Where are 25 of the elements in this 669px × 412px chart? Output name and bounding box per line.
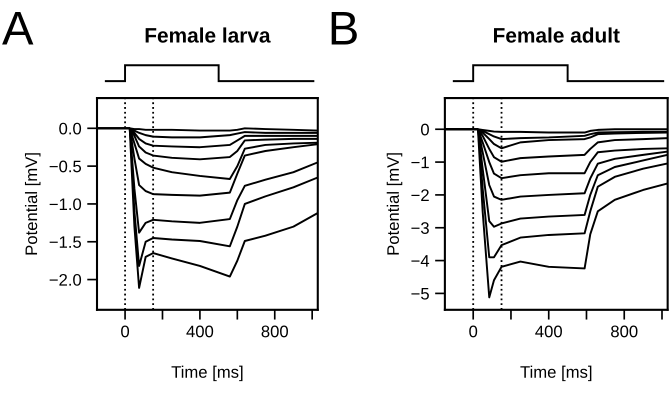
x-axis-title: Time [ms] bbox=[520, 366, 592, 382]
x-tick-label: 0 bbox=[469, 326, 478, 338]
y-tick-label: −2 bbox=[411, 189, 429, 201]
x-tick-label: 400 bbox=[186, 326, 214, 338]
x-tick-label: 800 bbox=[611, 326, 638, 338]
y-tick-label: −1.5 bbox=[50, 236, 82, 248]
y-tick-label: −3 bbox=[411, 222, 429, 234]
x-tick-label: 800 bbox=[262, 326, 288, 338]
y-tick-label: 0 bbox=[420, 124, 429, 136]
y-tick-label: 0.0 bbox=[59, 122, 82, 135]
y-tick-label: −2.0 bbox=[50, 274, 82, 286]
y-tick-label: −1 bbox=[411, 156, 429, 168]
text: A bbox=[2, 12, 34, 45]
y-axis-title: Potential [mV] bbox=[386, 153, 402, 254]
y-tick-label: −4 bbox=[411, 255, 430, 267]
text: B bbox=[332, 12, 357, 45]
chart-title: Female larva bbox=[146, 27, 271, 43]
y-tick-label: −1.0 bbox=[50, 198, 82, 210]
x-tick-label: 0 bbox=[121, 326, 130, 338]
x-axis-title: Time [ms] bbox=[172, 366, 242, 382]
y-tick-label: −0.5 bbox=[50, 160, 82, 172]
y-axis-title: Potential [mV] bbox=[24, 153, 40, 254]
y-tick-label: −5 bbox=[411, 288, 429, 300]
chart-title: Female adult bbox=[494, 27, 620, 43]
x-tick-label: 400 bbox=[535, 326, 562, 338]
